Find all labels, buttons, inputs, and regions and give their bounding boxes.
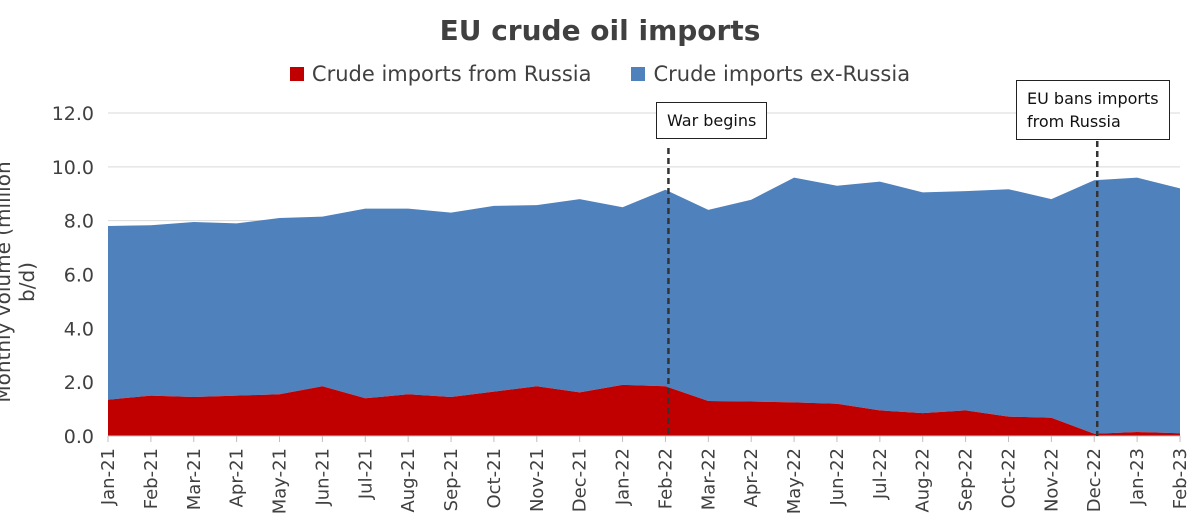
chart-title: EU crude oil imports (439, 14, 761, 47)
x-tick-label: Oct-21 (484, 448, 505, 509)
x-tick-label: Feb-23 (1170, 448, 1191, 509)
x-tick-label: Dec-21 (570, 448, 591, 512)
x-tick-label: Feb-21 (141, 448, 162, 509)
y-tick-label: 8.0 (64, 211, 94, 233)
area-russia (108, 384, 1180, 436)
legend-label-russia: Crude imports from Russia (311, 62, 592, 86)
y-tick-label: 10.0 (52, 157, 94, 179)
x-tick-label: May-22 (784, 448, 805, 514)
annotation-war-begins: War begins (656, 102, 768, 140)
x-tick-label: Sep-22 (956, 448, 977, 511)
y-tick-label: 2.0 (64, 372, 94, 394)
annotation-eu-ban-line-1: EU bans imports (1027, 89, 1159, 108)
x-tick-label: Jan-22 (613, 448, 634, 506)
x-tick-label: Jul-22 (870, 448, 891, 500)
x-tick-label: Jun-21 (312, 448, 333, 507)
x-tick-label: Nov-21 (527, 448, 548, 512)
legend-item-ex-russia: Crude imports ex-Russia (631, 62, 910, 86)
legend: Crude imports from Russia Crude imports … (0, 62, 1200, 86)
y-tick-label: 0.0 (64, 426, 94, 448)
x-tick-label: Aug-22 (913, 448, 934, 513)
x-tick-label: Dec-22 (1084, 448, 1105, 512)
x-tick-label: Mar-22 (698, 448, 719, 510)
x-tick-label: Apr-22 (741, 448, 762, 507)
x-tick-label: Feb-22 (655, 448, 676, 509)
annotation-eu-ban-line-2: from Russia (1027, 112, 1121, 132)
x-tick-label: May-21 (270, 448, 291, 514)
y-tick-label: 6.0 (64, 265, 94, 287)
x-tick-label: Mar-21 (184, 448, 205, 510)
x-tick-label: Jul-21 (355, 448, 376, 500)
legend-swatch-ex-russia (631, 67, 646, 81)
x-tick-label: Nov-22 (1041, 448, 1062, 512)
x-tick-label: Sep-21 (441, 448, 462, 511)
x-tick-label: Jan-21 (98, 448, 119, 506)
x-tick-label: Apr-21 (227, 448, 248, 507)
area-ex-russia (108, 177, 1180, 434)
x-tick-label: Oct-22 (998, 448, 1019, 509)
y-tick-label: 12.0 (52, 103, 94, 125)
annotation-eu-ban: EU bans imports from Russia (1016, 80, 1170, 141)
annotation-war-begins-line-1: War begins (667, 111, 757, 130)
legend-label-ex-russia: Crude imports ex-Russia (653, 62, 911, 86)
legend-swatch-russia (289, 67, 304, 81)
legend-item-russia: Crude imports from Russia (289, 62, 592, 86)
x-tick-label: Jan-23 (1127, 448, 1148, 506)
x-tick-label: Aug-21 (398, 448, 419, 513)
y-tick-label: 4.0 (64, 318, 94, 340)
x-tick-label: Jun-22 (827, 448, 848, 507)
